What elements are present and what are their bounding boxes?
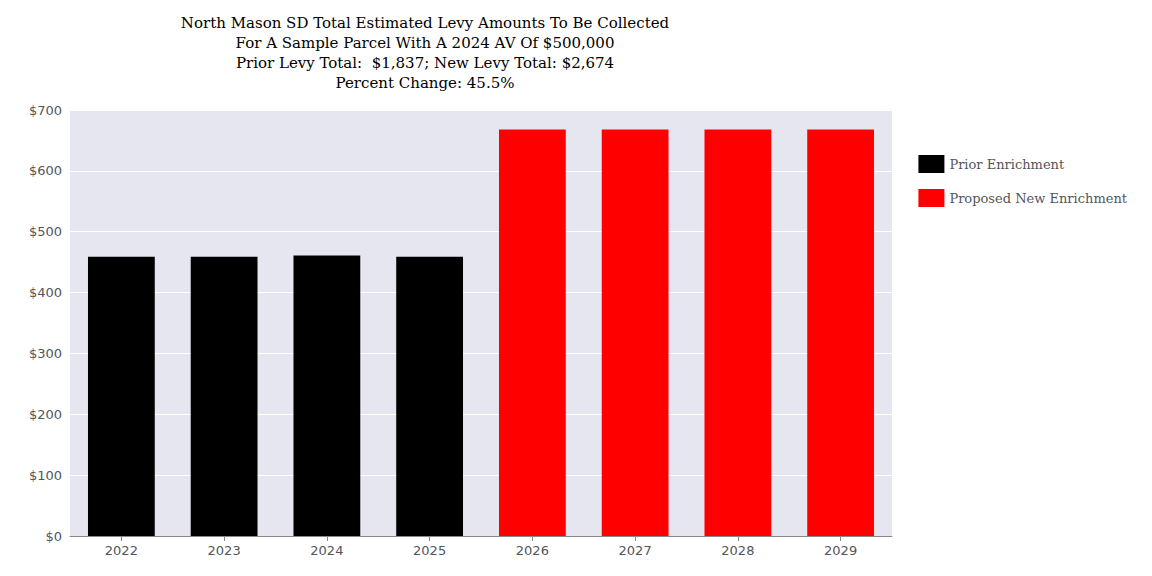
svg-text:2024: 2024 [310,543,343,558]
svg-text:$400: $400 [29,285,62,300]
svg-text:$0: $0 [45,529,62,544]
svg-text:2027: 2027 [619,543,652,558]
svg-text:Prior Enrichment: Prior Enrichment [949,157,1065,172]
svg-text:$700: $700 [29,103,62,118]
svg-text:$600: $600 [29,163,62,178]
svg-text:2028: 2028 [721,543,754,558]
svg-text:$300: $300 [29,346,62,361]
svg-text:2025: 2025 [413,543,446,558]
svg-text:$500: $500 [29,224,62,239]
svg-text:$100: $100 [29,468,62,483]
svg-text:Prior Levy Total: $1,837; New: Prior Levy Total: $1,837; New Levy Total… [236,54,614,72]
svg-text:2022: 2022 [105,543,138,558]
svg-text:North Mason SD Total Estimated: North Mason SD Total Estimated Levy Amou… [181,14,670,32]
svg-text:$200: $200 [29,407,62,422]
svg-text:Proposed New Enrichment: Proposed New Enrichment [949,191,1127,206]
svg-text:2029: 2029 [824,543,857,558]
svg-text:2023: 2023 [208,543,241,558]
svg-text:For A Sample Parcel With A 202: For A Sample Parcel With A 2024 AV Of $5… [236,34,615,52]
svg-text:Percent Change: 45.5%: Percent Change: 45.5% [336,74,515,92]
svg-text:2026: 2026 [516,543,549,558]
